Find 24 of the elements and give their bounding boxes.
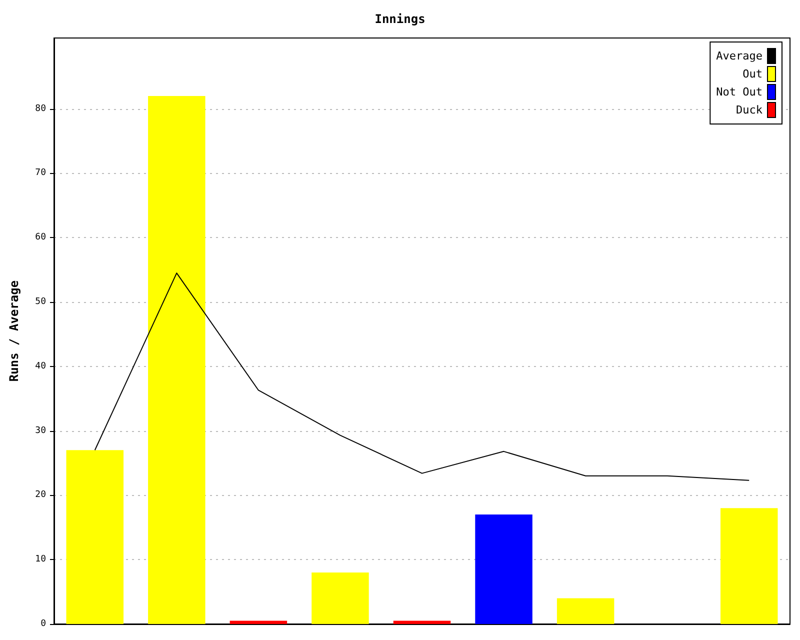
legend-label: Out bbox=[742, 68, 762, 80]
y-tick-label: 30 bbox=[35, 426, 46, 436]
y-tick-label: 20 bbox=[35, 490, 46, 500]
bar bbox=[475, 514, 532, 624]
y-tick-label: 0 bbox=[40, 619, 46, 629]
y-tick-label: 40 bbox=[35, 361, 46, 372]
y-axis-title: Runs / Average bbox=[7, 280, 21, 382]
bar bbox=[148, 96, 206, 624]
bar bbox=[230, 620, 288, 624]
y-tick-label: 10 bbox=[35, 554, 46, 565]
legend-label: Average bbox=[716, 50, 762, 62]
bar bbox=[393, 620, 451, 624]
y-tick-label: 80 bbox=[35, 104, 46, 114]
bar bbox=[556, 598, 614, 624]
legend-label: Duck bbox=[736, 104, 763, 116]
legend-label: Not Out bbox=[716, 86, 762, 98]
y-tick-label: 70 bbox=[35, 168, 46, 178]
chart-title: Innings bbox=[374, 12, 426, 26]
line-series bbox=[94, 272, 750, 481]
bar bbox=[312, 572, 369, 624]
bar bbox=[720, 508, 778, 624]
bar bbox=[66, 450, 124, 624]
y-tick-label: 50 bbox=[35, 297, 46, 308]
y-tick-label: 60 bbox=[35, 232, 46, 243]
